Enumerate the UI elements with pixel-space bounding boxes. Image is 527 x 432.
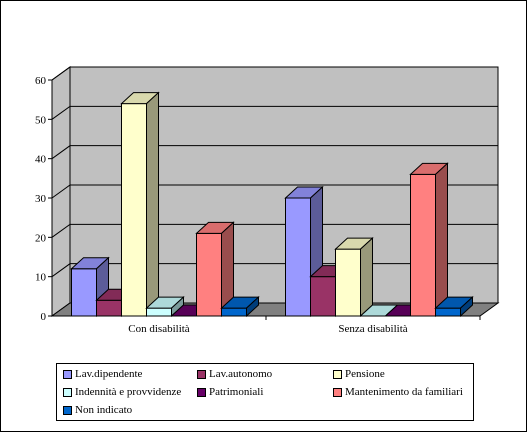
bar-front	[410, 173, 436, 317]
bar	[70, 256, 110, 318]
legend-item: Mantenimento da familiari	[333, 385, 463, 399]
bar-front	[221, 307, 247, 317]
legend-swatch	[63, 387, 72, 397]
legend-label: Pensione	[345, 368, 385, 380]
legend-label: Lav.dipendente	[75, 368, 143, 380]
legend-swatch	[63, 405, 72, 415]
bars	[70, 91, 474, 318]
y-tick-label: 20	[35, 232, 47, 244]
gridline	[51, 105, 498, 120]
legend-swatch	[197, 369, 206, 379]
bar-side	[246, 295, 259, 318]
legend-label: Non indicato	[75, 404, 133, 416]
y-tick-label: 30	[35, 193, 47, 205]
y-tick-label: 0	[41, 311, 47, 323]
bar-front	[121, 103, 147, 317]
y-tick-label: 50	[35, 114, 47, 126]
bar-front	[285, 197, 311, 317]
bar-side	[146, 91, 159, 318]
bar-front	[335, 248, 361, 317]
y-tick-label: 60	[35, 75, 47, 87]
bar-front	[71, 268, 97, 317]
legend-swatch	[333, 369, 342, 379]
legend: Lav.dipendente Lav.autonomo Pensione Indenn…	[56, 363, 474, 421]
bar	[434, 295, 474, 318]
legend-item: Indennità e provvidenze	[63, 385, 181, 399]
y-tick-label: 10	[35, 272, 47, 284]
legend-label: Mantenimento da familiari	[345, 386, 463, 398]
bar	[195, 221, 235, 318]
legend-item: Lav.dipendente	[63, 367, 142, 381]
gridline	[51, 223, 498, 238]
bar-side	[435, 162, 448, 318]
bar-front	[435, 307, 461, 317]
legend-label: Lav.autonomo	[209, 368, 273, 380]
axis-labels: 0 10 20 30 40 50 60 Con disabilità Senza disabil…	[35, 75, 481, 335]
gridline	[51, 66, 498, 81]
bar-front	[146, 307, 172, 317]
legend-swatch	[63, 369, 72, 379]
category-label: Senza disabilità	[338, 323, 407, 335]
gridline	[51, 184, 498, 199]
legend-item: Patrimoniali	[197, 385, 263, 399]
gridline	[51, 145, 498, 160]
bar	[334, 236, 374, 318]
legend-label: Indennità e provvidenze	[75, 386, 182, 398]
legend-item: Lav.autonomo	[197, 367, 272, 381]
legend-swatch	[333, 387, 342, 397]
bar-front	[196, 232, 222, 317]
bar	[120, 91, 160, 318]
bar-side	[360, 236, 373, 318]
legend-label: Patrimoniali	[209, 386, 264, 398]
bar	[220, 295, 260, 318]
legend-swatch	[197, 387, 206, 397]
legend-item: Non indicato	[63, 403, 132, 417]
category-label: Con disabilità	[128, 323, 190, 335]
legend-item: Pensione	[333, 367, 385, 381]
bar-front	[96, 299, 122, 317]
y-tick-label: 40	[35, 154, 47, 166]
bar-side	[460, 295, 473, 318]
bar-front	[310, 276, 336, 317]
bar	[409, 162, 449, 318]
